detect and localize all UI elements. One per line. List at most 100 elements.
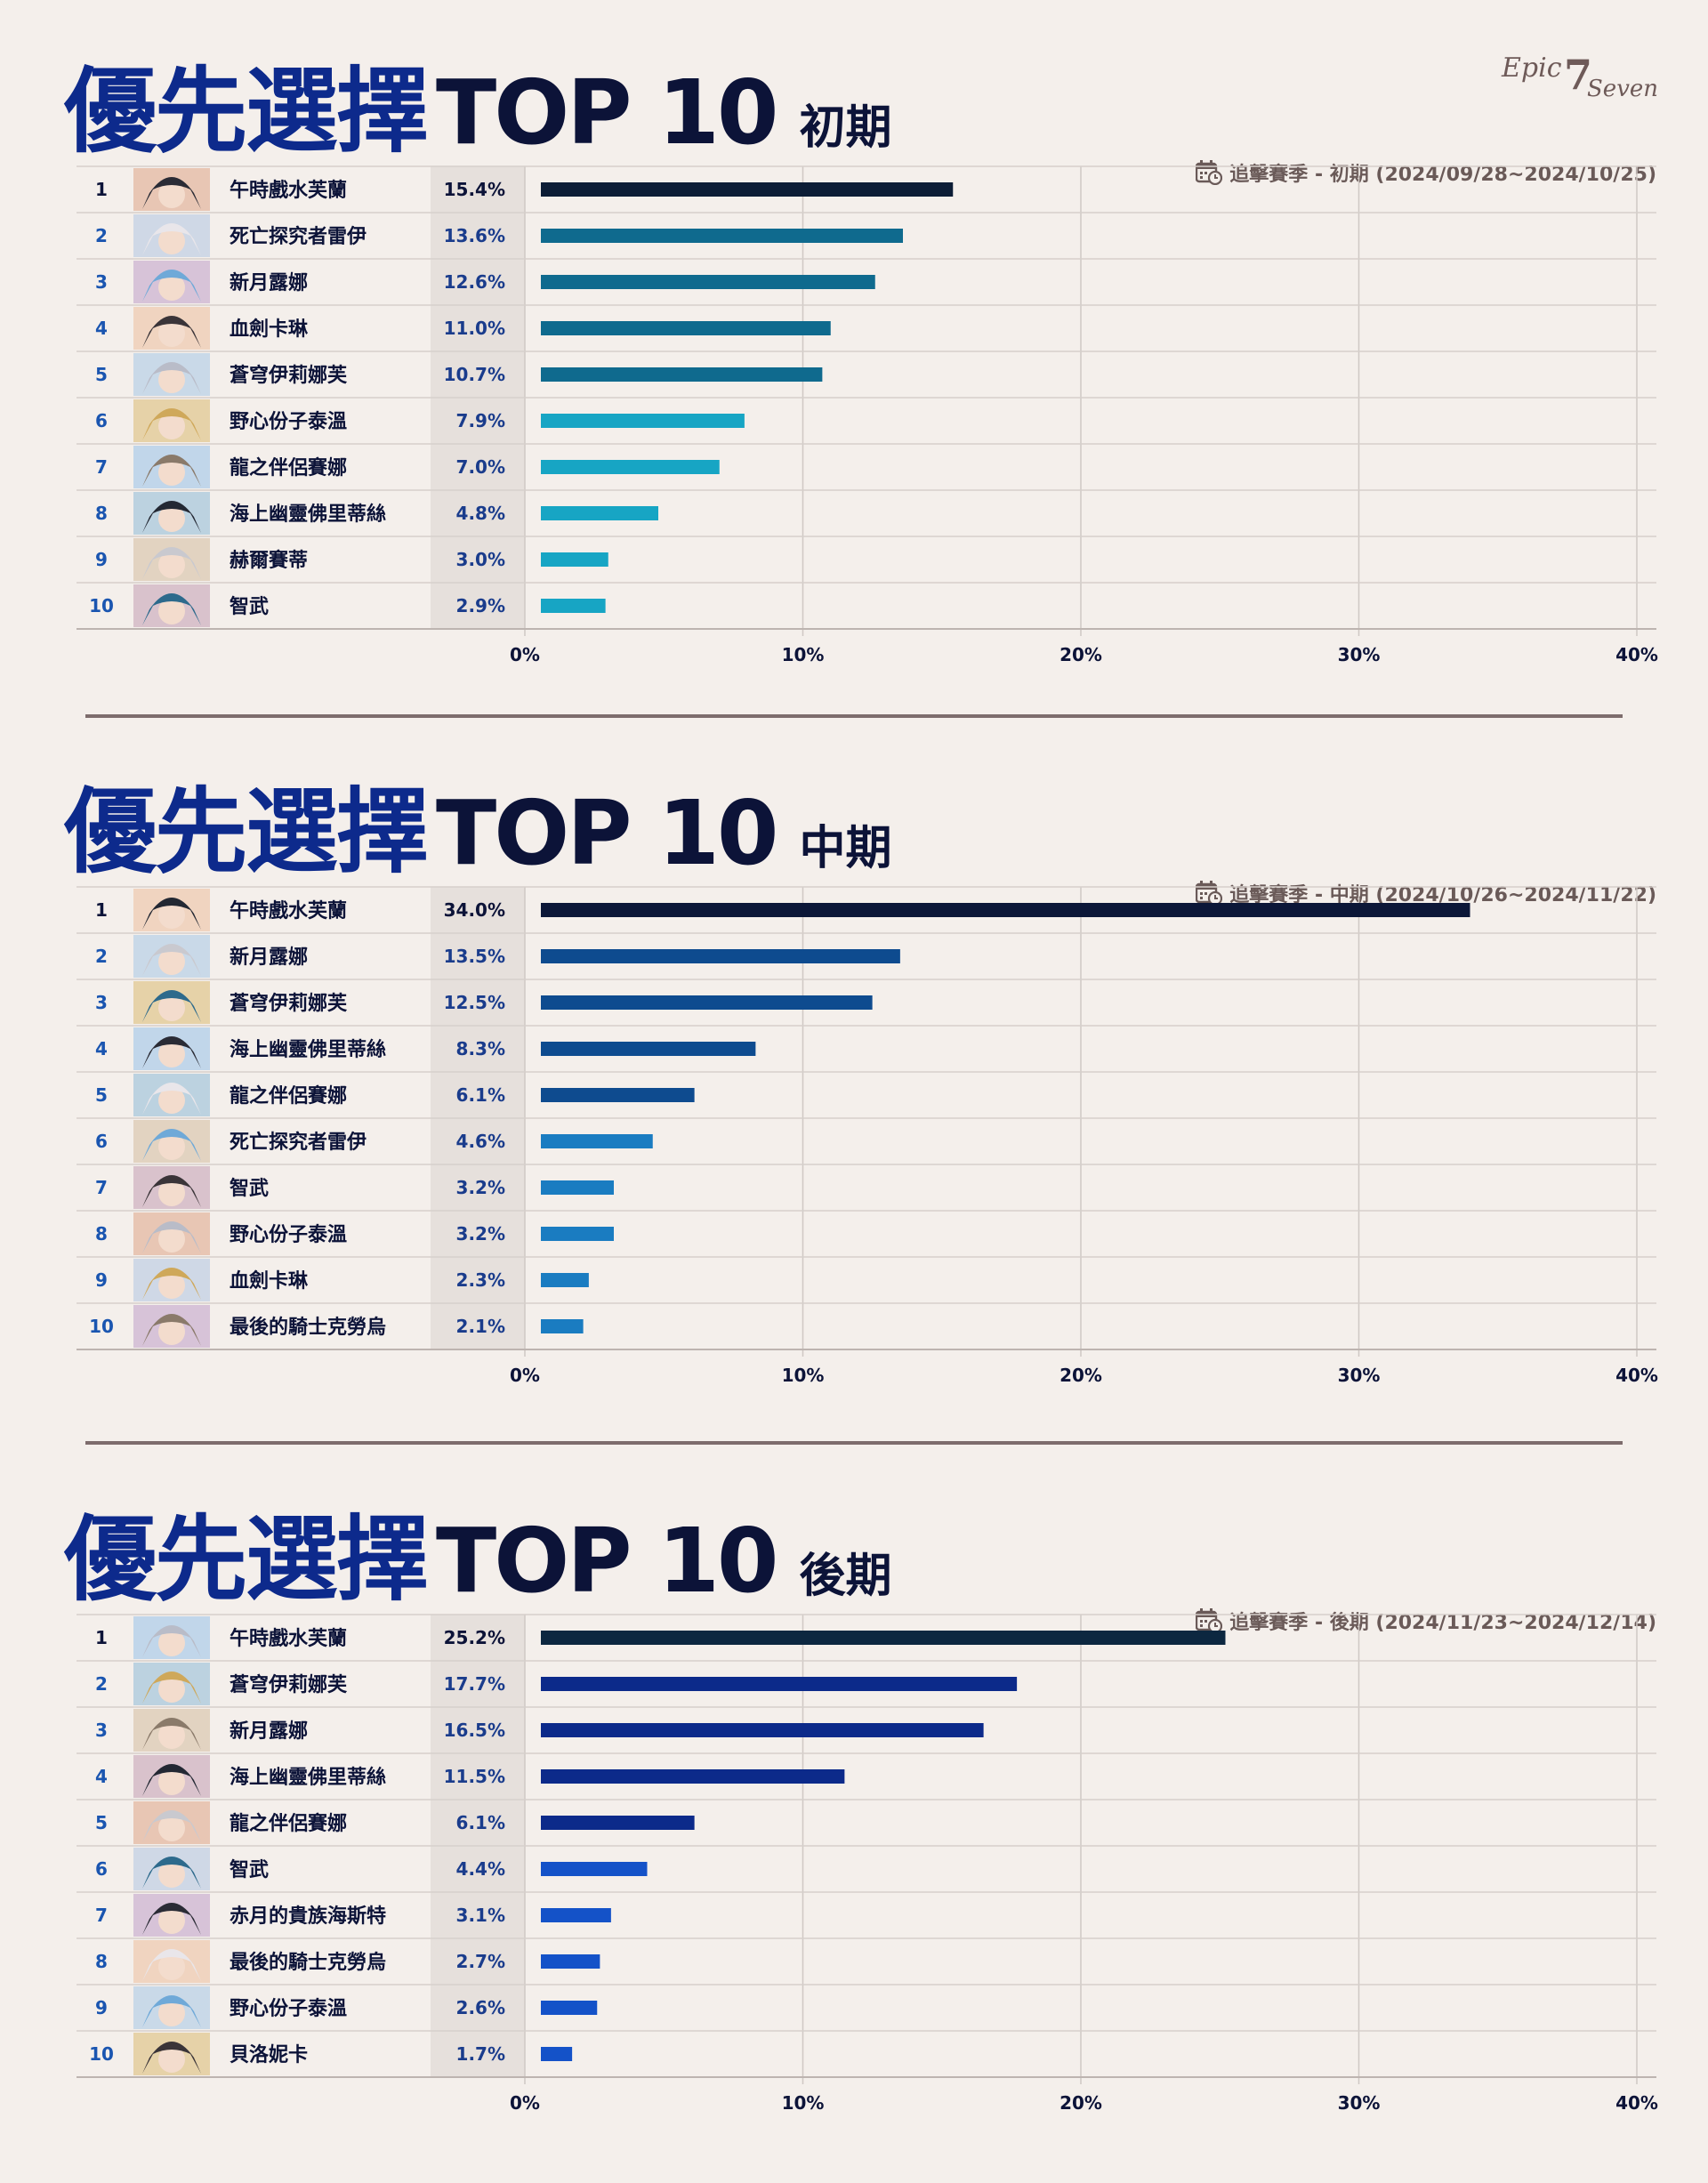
title-phase: 初期 (799, 101, 892, 155)
bar (541, 1908, 611, 1922)
bar-chart-early: 0% 10% 20% 30% 40% 1 午時戲水芙蘭 15.4% 2 死亡探究者雷伊 13.6% 3… (77, 165, 1658, 665)
rank-label: 8 (95, 1951, 108, 1972)
rank-label: 9 (95, 549, 108, 570)
character-name: 龍之伴侶賽娜 (230, 1812, 347, 1835)
value-label: 3.1% (456, 1905, 505, 1926)
section-divider (85, 1441, 1623, 1445)
rank-label: 10 (89, 1316, 114, 1337)
avatar-face (158, 1087, 185, 1114)
character-name: 死亡探究者雷伊 (230, 225, 367, 248)
avatar (133, 1305, 210, 1348)
character-name: 午時戲水芙蘭 (230, 899, 347, 922)
character-name: 貝洛妮卡 (230, 2043, 308, 2066)
character-name: 海上幽靈佛里蒂絲 (230, 1766, 386, 1789)
x-tick-label: 20% (1059, 2092, 1102, 2114)
avatar-hair (142, 1625, 201, 1657)
avatar-hair (142, 898, 201, 930)
avatar-hair (142, 547, 201, 579)
rank-label: 1 (95, 1627, 108, 1648)
bar (541, 2001, 598, 2015)
character-name: 蒼穹伊莉娜芙 (230, 1673, 348, 1696)
table-row: 9 野心份子泰溫 2.6% (95, 1986, 598, 2029)
bar (541, 1954, 600, 1969)
bar (541, 599, 606, 613)
character-name: 智武 (230, 1858, 269, 1881)
table-row: 2 蒼穹伊莉娜芙 17.7% (95, 1663, 1018, 1705)
character-name: 蒼穹伊莉娜芙 (230, 992, 348, 1015)
avatar (133, 446, 210, 488)
rank-label: 2 (95, 225, 108, 246)
table-row: 6 死亡探究者雷伊 4.6% (95, 1120, 653, 1163)
bar (541, 1273, 589, 1287)
bar (541, 1862, 648, 1876)
avatar-face (158, 459, 185, 486)
bar (541, 1769, 845, 1784)
table-row: 8 野心份子泰溫 3.2% (95, 1212, 614, 1255)
bar (541, 460, 720, 474)
bar (541, 1227, 614, 1241)
value-label: 2.1% (456, 1316, 505, 1337)
avatar-hair (142, 944, 201, 976)
title-chinese: 優先選擇 (64, 57, 429, 165)
avatar-face (158, 995, 185, 1021)
table-row: 9 血劍卡琳 2.3% (95, 1259, 589, 1301)
table-row: 5 蒼穹伊莉娜芙 10.7% (95, 353, 823, 396)
value-label: 7.9% (456, 410, 505, 431)
rank-label: 4 (95, 1038, 108, 1059)
avatar-face (158, 2000, 185, 2026)
avatar (133, 2033, 210, 2075)
title-chinese: 優先選擇 (64, 777, 429, 886)
x-tick-label: 0% (510, 644, 540, 665)
value-label: 8.3% (456, 1038, 505, 1059)
table-row: 8 海上幽靈佛里蒂絲 4.8% (95, 492, 658, 535)
avatar-face (158, 413, 185, 439)
avatar-face (158, 1272, 185, 1299)
title-chinese: 優先選擇 (64, 1505, 429, 1614)
avatar-hair (142, 1083, 201, 1115)
value-label: 13.6% (444, 225, 505, 246)
svg-text:Epic: Epic (1501, 52, 1562, 84)
table-row: 5 龍之伴侶賽娜 6.1% (95, 1074, 695, 1116)
x-tick-label: 10% (782, 1365, 825, 1386)
avatar-face (158, 598, 185, 624)
avatar-face (158, 1133, 185, 1160)
table-row: 4 海上幽靈佛里蒂絲 8.3% (95, 1027, 756, 1070)
rank-label: 5 (95, 1812, 108, 1833)
rank-label: 6 (95, 410, 108, 431)
rank-label: 4 (95, 318, 108, 339)
value-label: 4.6% (456, 1131, 505, 1152)
avatar (133, 307, 210, 350)
table-row: 10 智武 2.9% (89, 584, 606, 627)
character-name: 野心份子泰溫 (230, 411, 347, 433)
avatar-hair (142, 270, 201, 302)
title-top10: TOP 10 (436, 781, 778, 885)
value-label: 11.5% (444, 1766, 505, 1787)
rank-label: 1 (95, 899, 108, 921)
title-top10: TOP 10 (436, 1509, 778, 1613)
title-phase: 中期 (799, 822, 892, 875)
character-name: 新月露娜 (230, 946, 308, 969)
character-name: 野心份子泰溫 (230, 1224, 347, 1246)
character-name: 智武 (230, 1177, 269, 1200)
avatar-face (158, 228, 185, 254)
value-label: 15.4% (444, 179, 505, 200)
bar-chart-mid: 0% 10% 20% 30% 40% 1 午時戲水芙蘭 34.0% 2 新月露娜 13.5% 3 蒼穹伊… (77, 886, 1658, 1386)
value-label: 12.6% (444, 271, 505, 293)
avatar-hair (142, 2042, 201, 2074)
table-row: 1 午時戲水芙蘭 15.4% (95, 168, 954, 211)
avatar (133, 353, 210, 396)
table-row: 6 智武 4.4% (95, 1848, 648, 1890)
avatar (133, 1074, 210, 1116)
rank-label: 2 (95, 946, 108, 967)
value-label: 6.1% (456, 1084, 505, 1106)
avatar (133, 492, 210, 535)
rank-label: 8 (95, 503, 108, 524)
bar (541, 1088, 695, 1102)
avatar (133, 1848, 210, 1890)
title-top10: TOP 10 (436, 60, 778, 165)
value-label: 11.0% (444, 318, 505, 339)
x-tick-label: 0% (510, 1365, 540, 1386)
rank-label: 3 (95, 1720, 108, 1741)
character-name: 野心份子泰溫 (230, 1998, 347, 2020)
avatar-face (158, 505, 185, 532)
